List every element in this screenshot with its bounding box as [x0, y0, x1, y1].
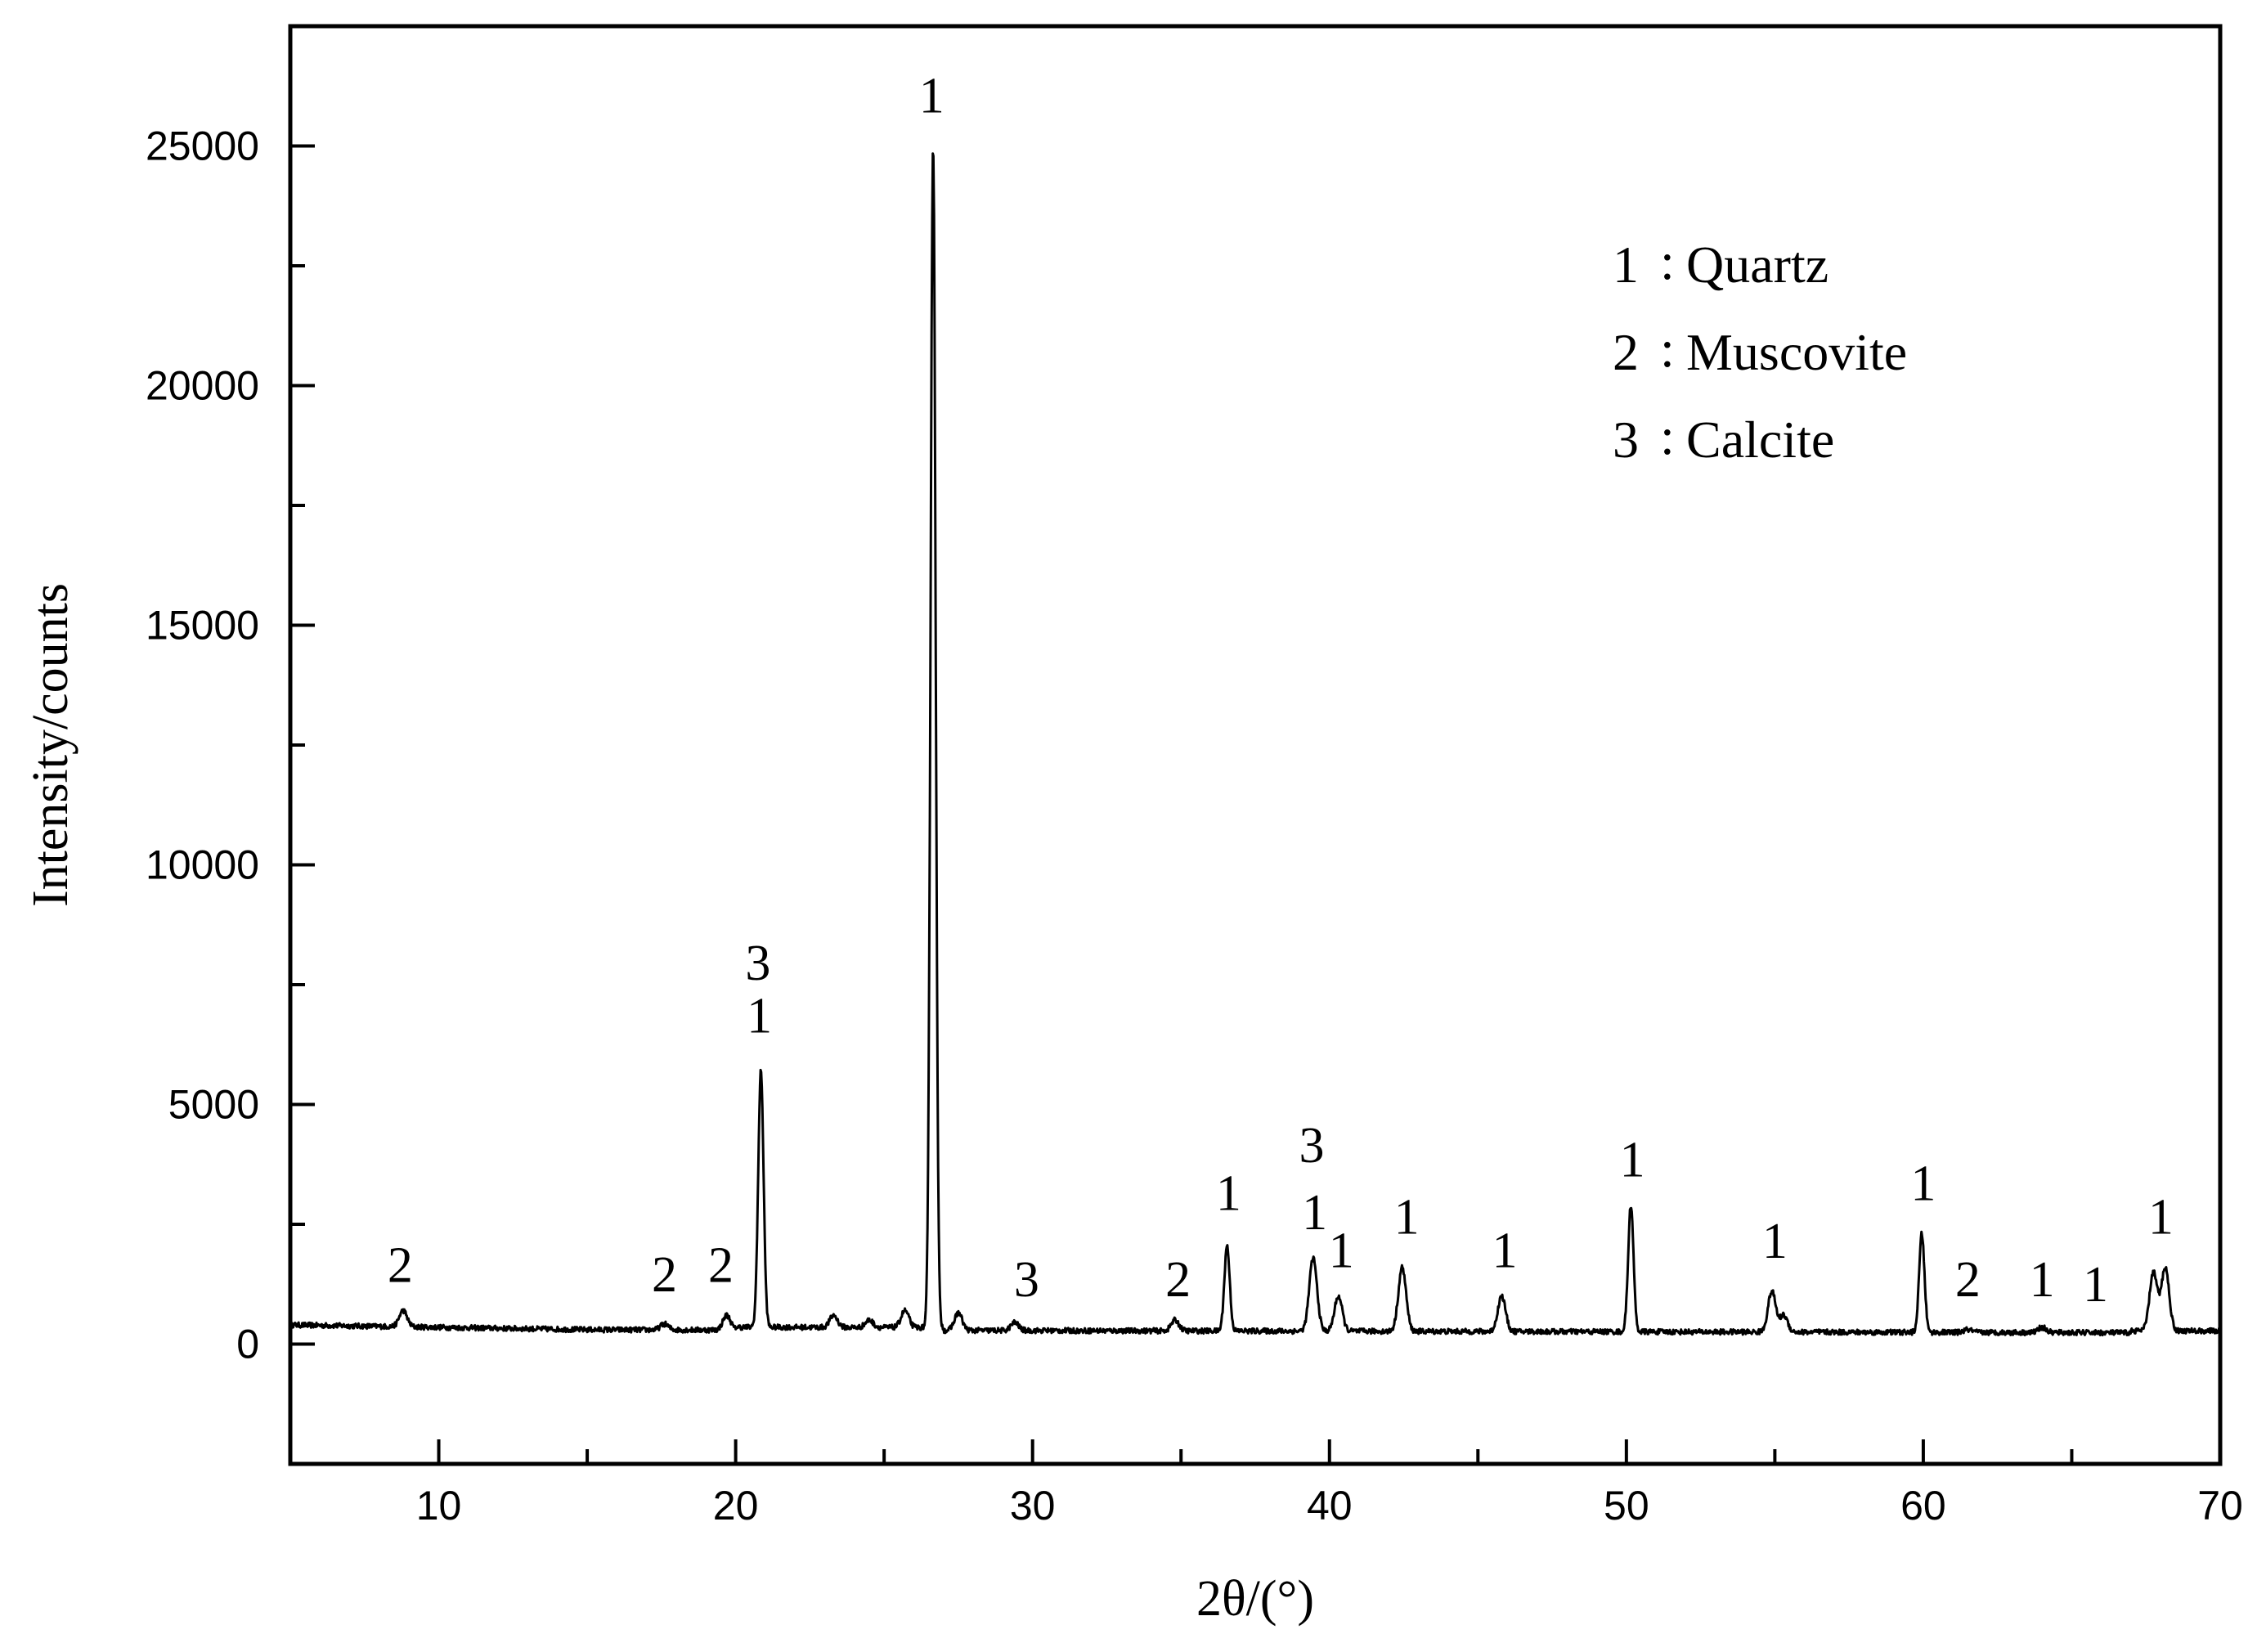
xrd-pattern-line [289, 152, 2222, 1337]
legend-number: 2 [1613, 323, 1639, 381]
peak-label: 1 [1329, 1223, 1354, 1279]
x-tick-label: 70 [2197, 1483, 2243, 1529]
plot-frame [288, 24, 2223, 1466]
peak-label: 1 [747, 989, 772, 1044]
peak-label: 1 [1216, 1165, 1241, 1221]
peak-label: 1 [1492, 1223, 1517, 1279]
peak-label: 3 [1299, 1118, 1324, 1174]
legend-label: Muscovite [1686, 323, 1907, 381]
x-tick-label: 20 [713, 1483, 759, 1529]
y-tick-label: 15000 [146, 603, 259, 649]
legend-number: 3 [1613, 411, 1639, 469]
x-axis-title: 2θ/(°) [1196, 1571, 1314, 1627]
peak-label: 1 [1302, 1185, 1327, 1241]
y-axis-title: Intensity/counts [23, 583, 79, 907]
y-tick-label: 20000 [146, 363, 259, 409]
x-tick-label: 50 [1604, 1483, 1649, 1529]
legend-label: Quartz [1686, 236, 1829, 294]
peak-label: 2 [1165, 1252, 1191, 1308]
legend-separator: : [1660, 232, 1675, 290]
x-tick-label: 10 [416, 1483, 462, 1529]
x-tick-label: 60 [1900, 1483, 1946, 1529]
peak-label: 1 [1762, 1214, 1788, 1269]
x-axis-ticks: 10 20 30 40 50 60 70 [289, 1439, 2243, 1529]
peak-label: 3 [745, 936, 770, 991]
peak-label: 2 [708, 1237, 734, 1293]
legend-label: Calcite [1686, 411, 1834, 469]
x-tick-label: 30 [1010, 1483, 1056, 1529]
peak-label: 1 [1394, 1190, 1420, 1246]
peak-label: 3 [1014, 1252, 1039, 1308]
peak-label: 1 [1620, 1132, 1645, 1187]
peak-label: 1 [1910, 1156, 1936, 1212]
legend-separator: : [1660, 407, 1675, 465]
x-tick-label: 40 [1307, 1483, 1353, 1529]
y-tick-label: 0 [236, 1322, 259, 1367]
peak-label: 2 [652, 1247, 677, 1303]
peak-label: 2 [1955, 1252, 1981, 1308]
y-tick-label: 5000 [168, 1082, 259, 1128]
legend-number: 1 [1613, 236, 1639, 294]
y-axis-ticks: 0 5000 10000 15000 20000 25000 [146, 25, 315, 1367]
peak-label: 1 [919, 68, 945, 123]
y-tick-label: 10000 [146, 842, 259, 888]
peak-label: 1 [2030, 1252, 2055, 1308]
legend-separator: : [1660, 320, 1675, 378]
peak-label: 1 [2148, 1190, 2174, 1246]
peak-label: 2 [388, 1237, 413, 1293]
peak-label: 1 [2083, 1257, 2108, 1313]
y-tick-label: 25000 [146, 123, 259, 169]
